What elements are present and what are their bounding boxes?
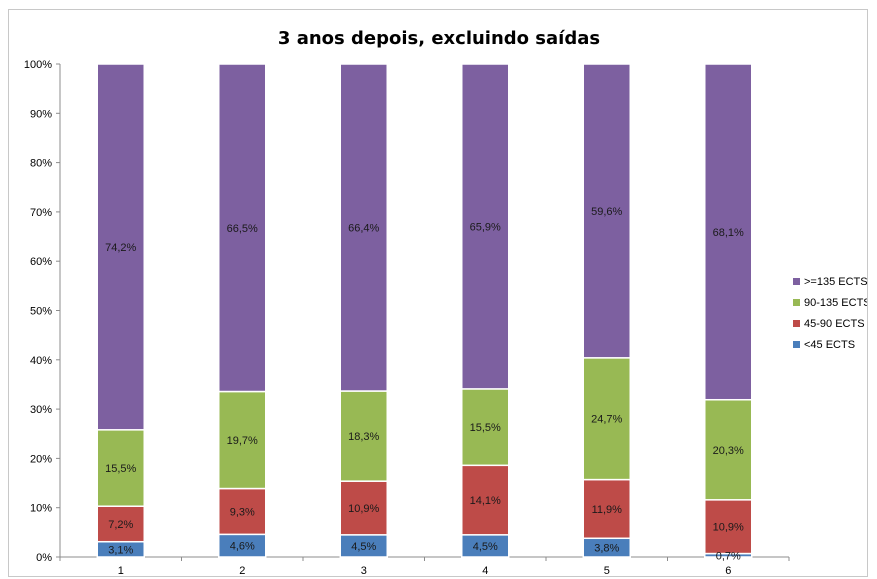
y-tick-label: 40%	[30, 355, 52, 367]
data-label: 20,3%	[713, 445, 744, 457]
bar-segment	[461, 63, 510, 390]
x-tick-label: 1	[118, 565, 124, 576]
data-label: 4,5%	[351, 541, 376, 553]
chart-title: 3 anos depois, excluindo saídas	[278, 28, 600, 49]
legend: >=135 ECTS 90-135 ECTS 45-90 ECTS <45 ECTS	[793, 276, 867, 351]
bar-segment	[704, 398, 753, 501]
bar-segment	[704, 63, 753, 401]
y-tick-label: 20%	[30, 453, 52, 465]
data-label: 68,1%	[713, 227, 744, 239]
legend-swatch	[793, 320, 800, 327]
stacked-bar-chart: 3 anos depois, excluindo saídas 0% 10% 20%…	[24, 28, 867, 576]
y-tick-label: 100%	[24, 59, 52, 71]
bar-segment	[96, 63, 145, 431]
bar-segment	[582, 478, 631, 540]
data-label: 9,3%	[230, 506, 255, 518]
legend-label: 45-90 ECTS	[804, 318, 865, 330]
y-tick-label: 50%	[30, 306, 52, 318]
legend-label: <45 ECTS	[804, 339, 855, 351]
data-label: 65,9%	[470, 221, 501, 233]
bars	[96, 63, 753, 558]
bar-segment	[582, 63, 631, 359]
data-label: 4,6%	[230, 541, 255, 553]
data-label: 10,9%	[713, 522, 744, 534]
bar-segment	[96, 505, 145, 543]
axes: 0% 10% 20% 30% 40% 50% 60% 70% 80% 90% 100% 1 2 3 4 5 6	[24, 59, 790, 576]
legend-label: >=135 ECTS	[804, 276, 867, 288]
chart-frame: 3 anos depois, excluindo saídas 0% 10% 20%…	[8, 9, 868, 577]
data-labels: 3,1% 7,2% 15,5% 74,2% 4,6% 9,3% 19,7% 66,5% 4,5%…	[105, 206, 744, 562]
x-tick-label: 4	[482, 565, 488, 576]
x-tick-label: 6	[725, 565, 731, 576]
data-label: 15,5%	[470, 422, 501, 434]
y-tick-label: 70%	[30, 207, 52, 219]
y-tick-label: 30%	[30, 404, 52, 416]
data-label: 14,1%	[470, 495, 501, 507]
data-label: 66,4%	[348, 223, 379, 235]
bar-segment	[461, 388, 510, 467]
bar-segment	[218, 63, 267, 393]
data-label: 3,8%	[594, 543, 619, 555]
bar-segment	[461, 464, 510, 536]
bar-segment	[218, 390, 267, 490]
data-label: 59,6%	[591, 206, 622, 218]
data-label: 66,5%	[227, 223, 258, 235]
data-label: 11,9%	[592, 504, 623, 516]
legend-label: 90-135 ECTS	[804, 297, 867, 309]
data-label: 74,2%	[105, 242, 136, 254]
data-label: 24,7%	[591, 414, 622, 426]
data-label: 10,9%	[348, 503, 379, 515]
data-label: 3,1%	[108, 544, 133, 556]
data-label: 7,2%	[108, 519, 133, 531]
bar-segment	[96, 429, 145, 507]
y-tick-label: 0%	[36, 552, 52, 564]
x-tick-label: 5	[604, 565, 610, 576]
legend-swatch	[793, 299, 800, 306]
y-tick-label: 60%	[30, 256, 52, 268]
legend-swatch	[793, 278, 800, 285]
data-label: 0,7%	[716, 550, 741, 562]
bar-segment	[704, 499, 753, 555]
data-label: 19,7%	[227, 435, 258, 447]
y-tick-label: 90%	[30, 108, 52, 120]
data-label: 4,5%	[473, 541, 498, 553]
x-tick-label: 2	[239, 565, 245, 576]
legend-swatch	[793, 341, 800, 348]
x-tick-label: 3	[361, 565, 367, 576]
y-tick-label: 10%	[30, 503, 52, 515]
data-label: 15,5%	[105, 463, 136, 475]
y-tick-label: 80%	[30, 158, 52, 170]
data-label: 18,3%	[348, 431, 379, 443]
bar-segment	[582, 357, 631, 481]
bar-segment	[339, 63, 388, 392]
